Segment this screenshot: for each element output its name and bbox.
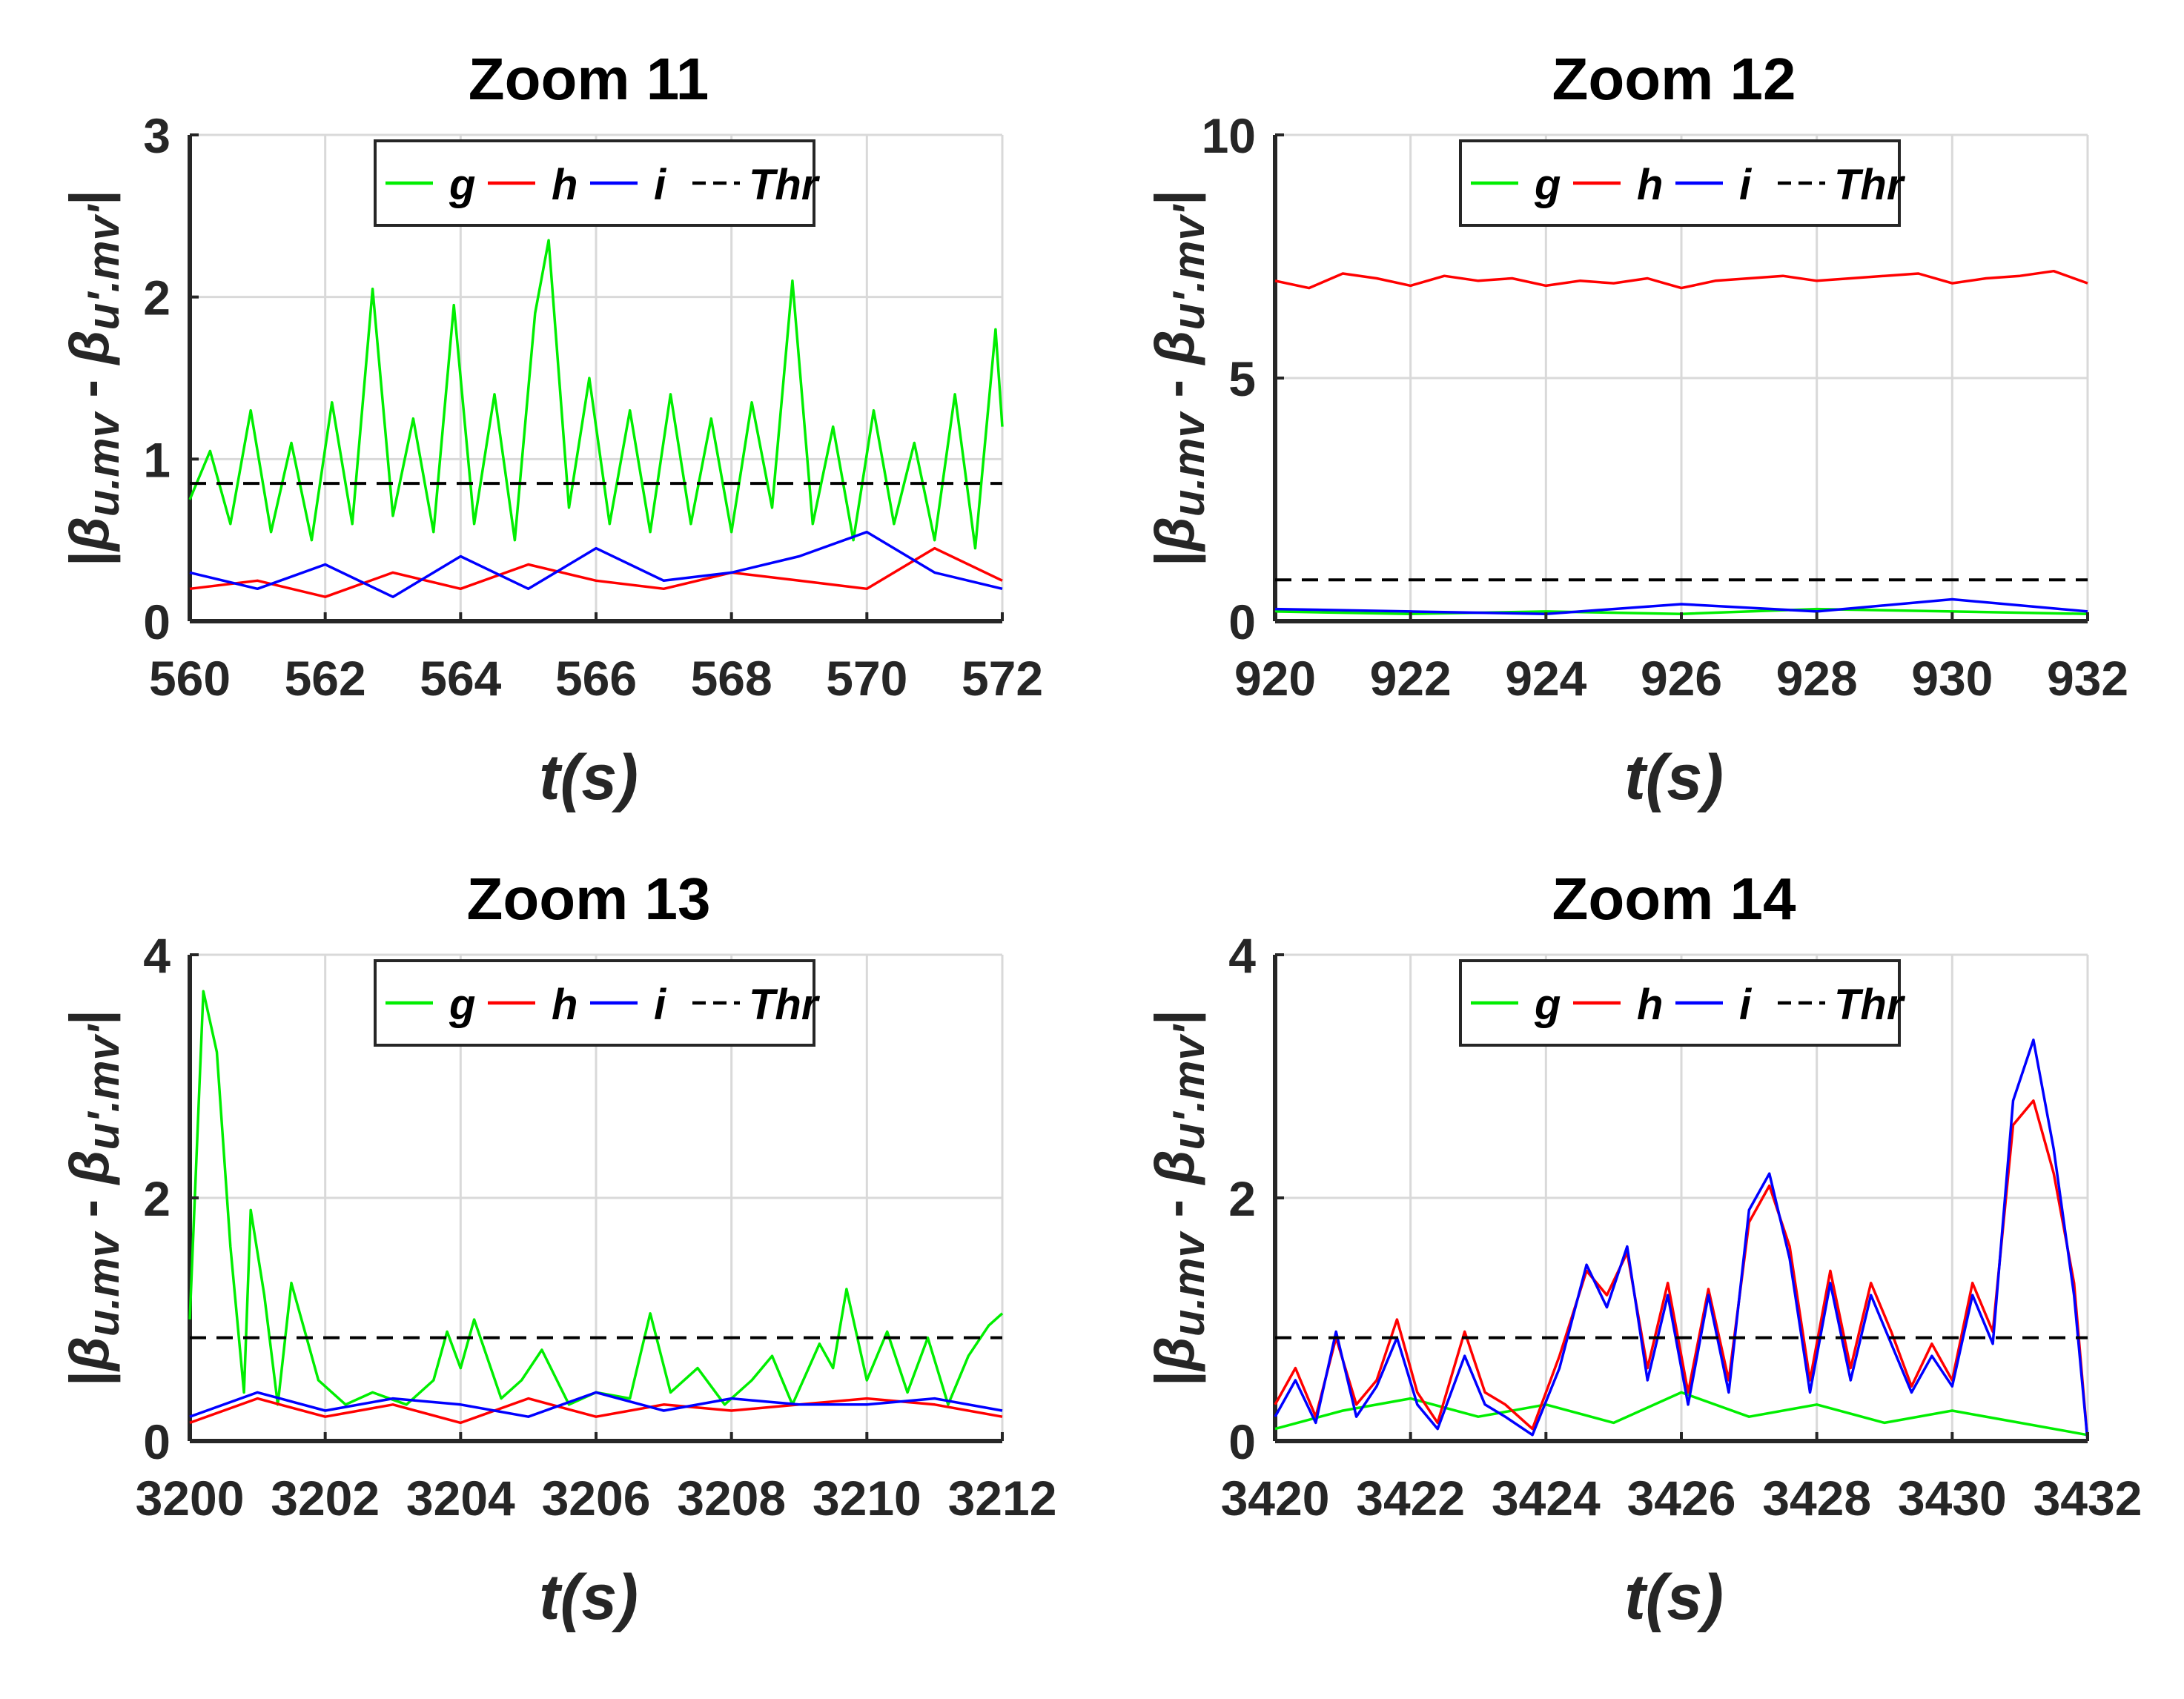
y-tick-label: 2 bbox=[143, 1171, 171, 1226]
x-tick-label: 572 bbox=[962, 651, 1043, 706]
chart-title: Zoom 11 bbox=[469, 46, 709, 112]
x-tick-label: 3202 bbox=[271, 1471, 380, 1526]
legend-label-Thr: Thr bbox=[749, 161, 821, 209]
x-tick-label: 566 bbox=[555, 651, 637, 706]
y-tick-label: 2 bbox=[143, 271, 171, 325]
x-tick-label: 560 bbox=[149, 651, 231, 706]
legend-label-g: g bbox=[449, 981, 475, 1029]
y-tick-label: 0 bbox=[1228, 595, 1256, 649]
x-tick-label: 3200 bbox=[136, 1471, 245, 1526]
legend-label-i: i bbox=[1739, 981, 1753, 1029]
series-line-h bbox=[1274, 269, 2088, 290]
chart-panel-4: 3420 3422 3424 3426 3428 3430 3432 0 2 4 Zoom 14 t(… bbox=[1144, 866, 2142, 1633]
legend-label-h: h bbox=[552, 161, 578, 209]
x-tick-label: 3208 bbox=[677, 1471, 786, 1526]
series-line-i bbox=[189, 530, 1003, 598]
x-axis-label: t(s) bbox=[539, 742, 638, 813]
series-line-i bbox=[189, 1391, 1003, 1418]
x-tick-label: 3426 bbox=[1627, 1471, 1736, 1526]
y-tick-label: 3 bbox=[143, 108, 171, 163]
y-axis-label: |βu.mv - βu'.mv'| bbox=[59, 1010, 128, 1386]
x-tick-label: 932 bbox=[2047, 651, 2128, 706]
x-tick-label: 3430 bbox=[1898, 1471, 2007, 1526]
chart-panel-2: 920 922 924 926 928 930 932 0 5 10 Zoom 12 t(s) |βu.… bbox=[1144, 46, 2128, 813]
x-tick-label: 562 bbox=[285, 651, 366, 706]
x-tick-label: 564 bbox=[420, 651, 501, 706]
series-line-g bbox=[188, 239, 1004, 550]
x-tick-label: 3420 bbox=[1221, 1471, 1330, 1526]
legend-label-h: h bbox=[552, 981, 578, 1029]
legend-label-h: h bbox=[1637, 161, 1663, 209]
x-axis-label: t(s) bbox=[539, 1562, 638, 1633]
y-tick-label: 0 bbox=[143, 1414, 171, 1469]
legend-label-Thr: Thr bbox=[1834, 161, 1906, 209]
legend-label-Thr: Thr bbox=[749, 981, 821, 1029]
y-tick-label: 5 bbox=[1228, 351, 1256, 406]
y-tick-label: 1 bbox=[143, 432, 171, 487]
x-tick-label: 3204 bbox=[406, 1471, 515, 1526]
x-axis-label: t(s) bbox=[1624, 742, 1724, 813]
y-tick-label: 4 bbox=[143, 928, 171, 983]
legend-label-i: i bbox=[1739, 161, 1753, 209]
x-tick-label: 3428 bbox=[1762, 1471, 1871, 1526]
x-tick-label: 930 bbox=[1911, 651, 1993, 706]
y-tick-label: 0 bbox=[1228, 1414, 1256, 1469]
legend: g h i Thr bbox=[374, 139, 821, 227]
x-tick-label: 928 bbox=[1776, 651, 1858, 706]
series-line-g bbox=[188, 990, 1004, 1406]
chart-title: Zoom 12 bbox=[1552, 46, 1796, 112]
x-tick-label: 924 bbox=[1505, 651, 1586, 706]
x-tick-label: 3212 bbox=[948, 1471, 1057, 1526]
series-line-h bbox=[189, 1397, 1003, 1425]
legend: g h i Thr bbox=[1459, 139, 1906, 227]
legend-label-i: i bbox=[654, 161, 667, 209]
x-tick-label: 3424 bbox=[1492, 1471, 1601, 1526]
x-axis-label: t(s) bbox=[1624, 1562, 1724, 1633]
series-line-g bbox=[1274, 1391, 2088, 1437]
chart-panel-3: 3200 3202 3204 3206 3208 3210 3212 0 2 4 Zoom 13 t(… bbox=[59, 866, 1056, 1633]
chart-title: Zoom 13 bbox=[467, 866, 711, 932]
y-axis-label: |βu.mv - βu'.mv'| bbox=[59, 190, 128, 566]
y-tick-label: 4 bbox=[1228, 928, 1256, 983]
x-tick-label: 3422 bbox=[1356, 1471, 1465, 1526]
y-tick-label: 0 bbox=[143, 595, 171, 649]
x-tick-label: 922 bbox=[1370, 651, 1452, 706]
legend: g h i Thr bbox=[1459, 959, 1906, 1047]
legend-label-h: h bbox=[1637, 981, 1663, 1029]
legend-label-g: g bbox=[1534, 981, 1561, 1029]
x-tick-label: 3432 bbox=[2034, 1471, 2142, 1526]
series-line-h bbox=[1274, 1099, 2089, 1442]
chart-panel-1: 560 562 564 566 568 570 572 0 1 2 3 Zoom 11 t(s) |βu.… bbox=[59, 46, 1043, 813]
x-tick-label: 568 bbox=[691, 651, 772, 706]
series-line-h bbox=[189, 546, 1003, 598]
y-tick-label: 2 bbox=[1228, 1171, 1256, 1226]
chart-title: Zoom 14 bbox=[1552, 866, 1796, 932]
x-tick-label: 3210 bbox=[813, 1471, 921, 1526]
series-line-i bbox=[1274, 1039, 2089, 1442]
y-axis-label: |βu.mv - βu'.mv'| bbox=[1144, 190, 1214, 566]
x-tick-label: 3206 bbox=[542, 1471, 651, 1526]
y-axis-label: |βu.mv - βu'.mv'| bbox=[1144, 1010, 1214, 1386]
y-tick-label: 10 bbox=[1202, 108, 1256, 163]
x-tick-label: 570 bbox=[826, 651, 907, 706]
legend-label-i: i bbox=[654, 981, 667, 1029]
series-line-i bbox=[1274, 597, 2088, 615]
legend-label-g: g bbox=[1534, 161, 1561, 209]
legend-label-g: g bbox=[449, 161, 475, 209]
legend: g h i Thr bbox=[374, 959, 821, 1047]
x-tick-label: 920 bbox=[1234, 651, 1316, 706]
x-tick-label: 926 bbox=[1641, 651, 1722, 706]
legend-label-Thr: Thr bbox=[1834, 981, 1906, 1029]
